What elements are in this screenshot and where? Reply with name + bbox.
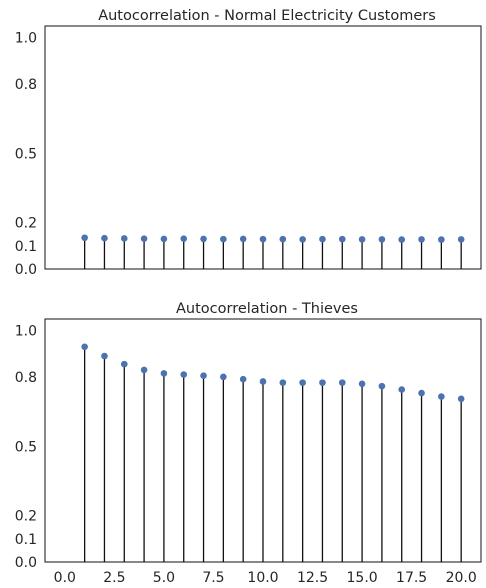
- acf-point: [220, 235, 227, 243]
- x-tick-label: 17.5: [396, 570, 427, 586]
- acf-point: [457, 236, 465, 243]
- chart-title-thieves: Autocorrelation - Thieves: [176, 301, 358, 317]
- acf-point: [457, 395, 465, 403]
- x-tick-label: 5.0: [153, 570, 175, 586]
- acf-point: [378, 382, 386, 390]
- y-tick-label: 0.8: [15, 370, 37, 386]
- acf-point: [101, 234, 108, 242]
- stems-thieves: [81, 343, 465, 562]
- x-ticks-thieves: 0.0 2.5 5.0 7.5 10.0 12.5 15.0 17.5 20.0: [54, 570, 477, 586]
- acf-point: [438, 236, 445, 243]
- acf-point: [160, 370, 168, 377]
- x-tick-label: 12.5: [297, 570, 328, 586]
- acf-point: [279, 235, 287, 243]
- x-tick-label: 7.5: [202, 570, 224, 586]
- acf-panel-normal: Autocorrelation - Normal Electricity Cus…: [15, 8, 482, 278]
- acf-point: [160, 235, 168, 243]
- acf-point: [140, 366, 148, 374]
- y-tick-label: 0.2: [15, 509, 37, 525]
- y-tick-label: 0.5: [15, 146, 37, 162]
- acf-point: [299, 379, 306, 386]
- acf-point: [398, 386, 406, 393]
- acf-panel-thieves: Autocorrelation - Thieves 0.00.10.20.50.…: [15, 301, 482, 586]
- x-tick-label: 2.5: [103, 570, 125, 586]
- y-tick-label: 0.1: [15, 239, 37, 255]
- acf-point: [338, 379, 346, 386]
- acf-point: [338, 235, 346, 243]
- acf-point: [418, 389, 425, 397]
- chart-title-normal: Autocorrelation - Normal Electricity Cus…: [98, 8, 436, 24]
- y-tick-label: 0.0: [15, 262, 37, 278]
- x-tick-label: 10.0: [247, 570, 278, 586]
- y-tick-label: 0.5: [15, 439, 37, 455]
- y-tick-label: 0.8: [15, 77, 37, 93]
- acf-point: [358, 236, 366, 243]
- acf-point: [180, 235, 188, 242]
- acf-point: [120, 360, 128, 368]
- acf-point: [120, 235, 128, 242]
- x-tick-label: 0.0: [54, 570, 76, 586]
- acf-point: [299, 236, 306, 243]
- acf-point: [358, 380, 366, 388]
- acf-point: [239, 375, 247, 383]
- y-ticks-normal: 0.0 0.1 0.2 0.5 0.8 1.0: [15, 31, 37, 278]
- acf-point: [220, 373, 227, 381]
- y-tick-label: 0.0: [15, 555, 37, 571]
- acf-point: [319, 379, 326, 386]
- acf-point: [438, 393, 445, 400]
- y-tick-label: 0.2: [15, 216, 37, 232]
- acf-point: [101, 352, 108, 360]
- y-tick-label: 1.0: [15, 324, 37, 340]
- plot-frame-normal: [44, 25, 482, 270]
- y-tick-label: 0.1: [15, 532, 37, 548]
- acf-point: [378, 236, 386, 243]
- acf-point: [81, 343, 88, 351]
- acf-point: [418, 236, 425, 243]
- y-ticks-thieves: 0.0 0.1 0.2 0.5 0.8 1.0: [15, 324, 37, 571]
- acf-point: [180, 371, 188, 378]
- acf-point: [81, 234, 88, 242]
- acf-point: [259, 235, 267, 243]
- acf-point: [279, 379, 287, 386]
- stems-normal: [81, 234, 465, 269]
- acf-point: [398, 236, 406, 243]
- acf-point: [140, 235, 148, 242]
- y-tick-label: 1.0: [15, 31, 37, 47]
- x-tick-label: 15.0: [347, 570, 378, 586]
- acf-point: [259, 378, 267, 385]
- x-tick-label: 20.0: [446, 570, 477, 586]
- acf-point: [239, 235, 247, 243]
- acf-point: [319, 235, 326, 243]
- acf-point: [200, 235, 207, 243]
- acf-point: [200, 372, 207, 380]
